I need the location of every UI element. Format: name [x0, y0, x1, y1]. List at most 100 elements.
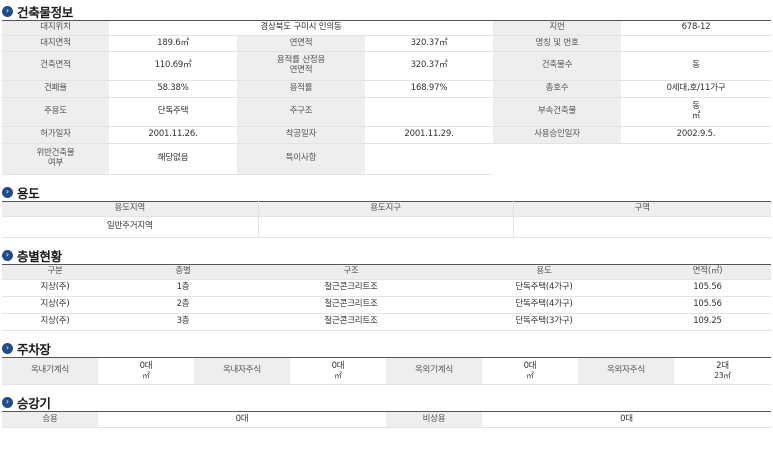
parking-count: 0대: [523, 360, 537, 371]
parking-count: 0대: [331, 360, 345, 371]
parking-count: 0대: [139, 360, 153, 371]
label-cell: 옥내자주식: [194, 357, 290, 385]
parking-count: 2대: [716, 360, 729, 371]
parking-area: ㎡: [334, 370, 342, 380]
label-cell: 건폐율: [2, 80, 109, 98]
label-cell: 승용: [2, 411, 98, 428]
value-cell: 2001.11.26.: [109, 126, 237, 144]
table-row: 주용도 단독주택 주구조 부속건축물 동 ㎡: [2, 97, 772, 127]
section-title: 용도: [17, 185, 40, 201]
chevron-right-icon: ›: [2, 186, 13, 198]
value-cell: 동: [621, 51, 772, 81]
cell: 단독주택(4가구): [444, 296, 644, 314]
value-cell: 320.37㎡: [365, 51, 494, 81]
cell: 109.25: [644, 313, 771, 331]
value-cell: 678-12: [621, 20, 772, 36]
parking-area: ㎡: [142, 370, 150, 380]
section-parking-header: › 주차장: [0, 339, 773, 357]
label-cell: 옥외기계식: [386, 357, 482, 385]
label-cell: 주구조: [237, 97, 365, 127]
value-cell: [621, 35, 772, 52]
table-row: 대지위치 경상북도 구미시 인의동 지번 678-12: [2, 20, 772, 36]
value-cell: 58.38%: [109, 80, 237, 98]
label-cell: 옥내기계식: [2, 357, 98, 385]
multiline-label: 위반건축물 여부: [36, 148, 75, 168]
value-cell: 0세대,호/11가구: [621, 80, 772, 98]
table-header-row: 구분 층별 구조 용도 면적(㎡): [2, 264, 771, 280]
column-header: 면적(㎡): [644, 264, 771, 280]
table-row: 허가일자 2001.11.26. 착공일자 2001.11.29. 사용승인일자…: [2, 126, 772, 144]
section-title: 층별현황: [17, 248, 62, 264]
table-row: 건축면적 110.69㎡ 용적률 산정용 연면적 320.37㎡ 건축물수 동: [2, 51, 772, 81]
label-cell: 용적률 산정용 연면적: [237, 51, 365, 81]
label-cell: 주용도: [2, 97, 109, 127]
cell: 지상(주): [2, 279, 108, 297]
parking-area: ㎡: [526, 370, 534, 380]
value-cell: 2대 23㎡: [674, 357, 771, 385]
cell: 단독주택(4가구): [444, 279, 644, 297]
column-header: 구역: [513, 201, 771, 217]
value-cell: 단독주택: [109, 97, 237, 127]
building-info-table: 대지위치 경상북도 구미시 인의동 지번 678-12 대지면적 189.6㎡ …: [2, 20, 772, 175]
value-cell: 168.97%: [365, 80, 494, 98]
value-cell: 일반주거지역: [2, 216, 259, 238]
cell: 철근콘크리트조: [258, 279, 444, 297]
value-cell: 0대 ㎡: [482, 357, 578, 385]
label-cell: 옥외자주식: [578, 357, 674, 385]
value-cell: 경상북도 구미시 인의동: [109, 20, 494, 36]
chevron-right-icon: ›: [2, 249, 13, 261]
cell: 지상(주): [2, 313, 108, 331]
cell: 105.56: [644, 279, 771, 297]
label-cell: 비상용: [386, 411, 482, 428]
multiline-label: 용적률 산정용 연면적: [276, 55, 326, 75]
elevator-table: 승용 0대 비상용 0대: [2, 411, 771, 428]
value-cell: 0대: [482, 411, 771, 428]
table-header-row: 용도지역 용도지구 구역: [2, 201, 771, 217]
section-title: 건축물정보: [17, 4, 74, 20]
label-cell: 부속건축물: [493, 97, 622, 127]
floors-table: 구분 층별 구조 용도 면적(㎡) 지상(주) 1층 철근콘크리트조 단독주택(…: [2, 264, 771, 331]
column-header: 용도: [444, 264, 644, 280]
multiline-value: 동 ㎡: [691, 101, 701, 121]
cell: 지상(주): [2, 296, 108, 314]
label-cell: 착공일자: [237, 126, 365, 144]
cell: 1층: [108, 279, 258, 297]
label-cell: 명칭 및 번호: [493, 35, 622, 52]
label-cell: 위반건축물 여부: [2, 143, 109, 175]
parking-area: 23㎡: [714, 370, 731, 380]
table-row: 승용 0대 비상용 0대: [2, 411, 771, 428]
section-title: 주차장: [17, 341, 51, 357]
label-cell: 건축면적: [2, 51, 109, 81]
column-header: 용도지구: [258, 201, 514, 217]
value-cell: 2001.11.29.: [365, 126, 494, 144]
section-usage-header: › 용도: [0, 183, 773, 201]
value-cell: [365, 97, 494, 127]
column-header: 구분: [2, 264, 108, 280]
cell: 단독주택(3가구): [444, 313, 644, 331]
value-cell: 0대 ㎡: [290, 357, 386, 385]
label-cell: 건축물수: [493, 51, 622, 81]
section-building-info-header: › 건축물정보: [0, 2, 773, 20]
table-row: 옥내기계식 0대 ㎡ 옥내자주식 0대 ㎡ 옥외기계식 0대 ㎡ 옥외자주식 2…: [2, 357, 771, 385]
table-row: 건폐율 58.38% 용적률 168.97% 총호수 0세대,호/11가구: [2, 80, 772, 98]
cell: 철근콘크리트조: [258, 313, 444, 331]
table-row: 위반건축물 여부 해당없음 특이사항: [2, 143, 771, 175]
value-cell: 해당없음: [109, 143, 237, 175]
value-cell: [258, 216, 514, 238]
label-cell: 대지위치: [2, 20, 109, 36]
cell: 3층: [108, 313, 258, 331]
table-row: 지상(주) 3층 철근콘크리트조 단독주택(3가구) 109.25: [2, 313, 771, 331]
value-cell: 0대 ㎡: [98, 357, 194, 385]
label-cell: 연면적: [237, 35, 365, 52]
column-header: 구조: [258, 264, 444, 280]
chevron-right-icon: ›: [2, 5, 13, 17]
section-floors-header: › 층별현황: [0, 246, 773, 264]
table-row: 지상(주) 1층 철근콘크리트조 단독주택(4가구) 105.56: [2, 279, 771, 297]
column-header: 층별: [108, 264, 258, 280]
table-row: 지상(주) 2층 철근콘크리트조 단독주택(4가구) 105.56: [2, 296, 771, 314]
column-header: 용도지역: [2, 201, 259, 217]
label-cell: 대지면적: [2, 35, 109, 52]
table-row: 대지면적 189.6㎡ 연면적 320.37㎡ 명칭 및 번호: [2, 35, 772, 52]
cell: 철근콘크리트조: [258, 296, 444, 314]
